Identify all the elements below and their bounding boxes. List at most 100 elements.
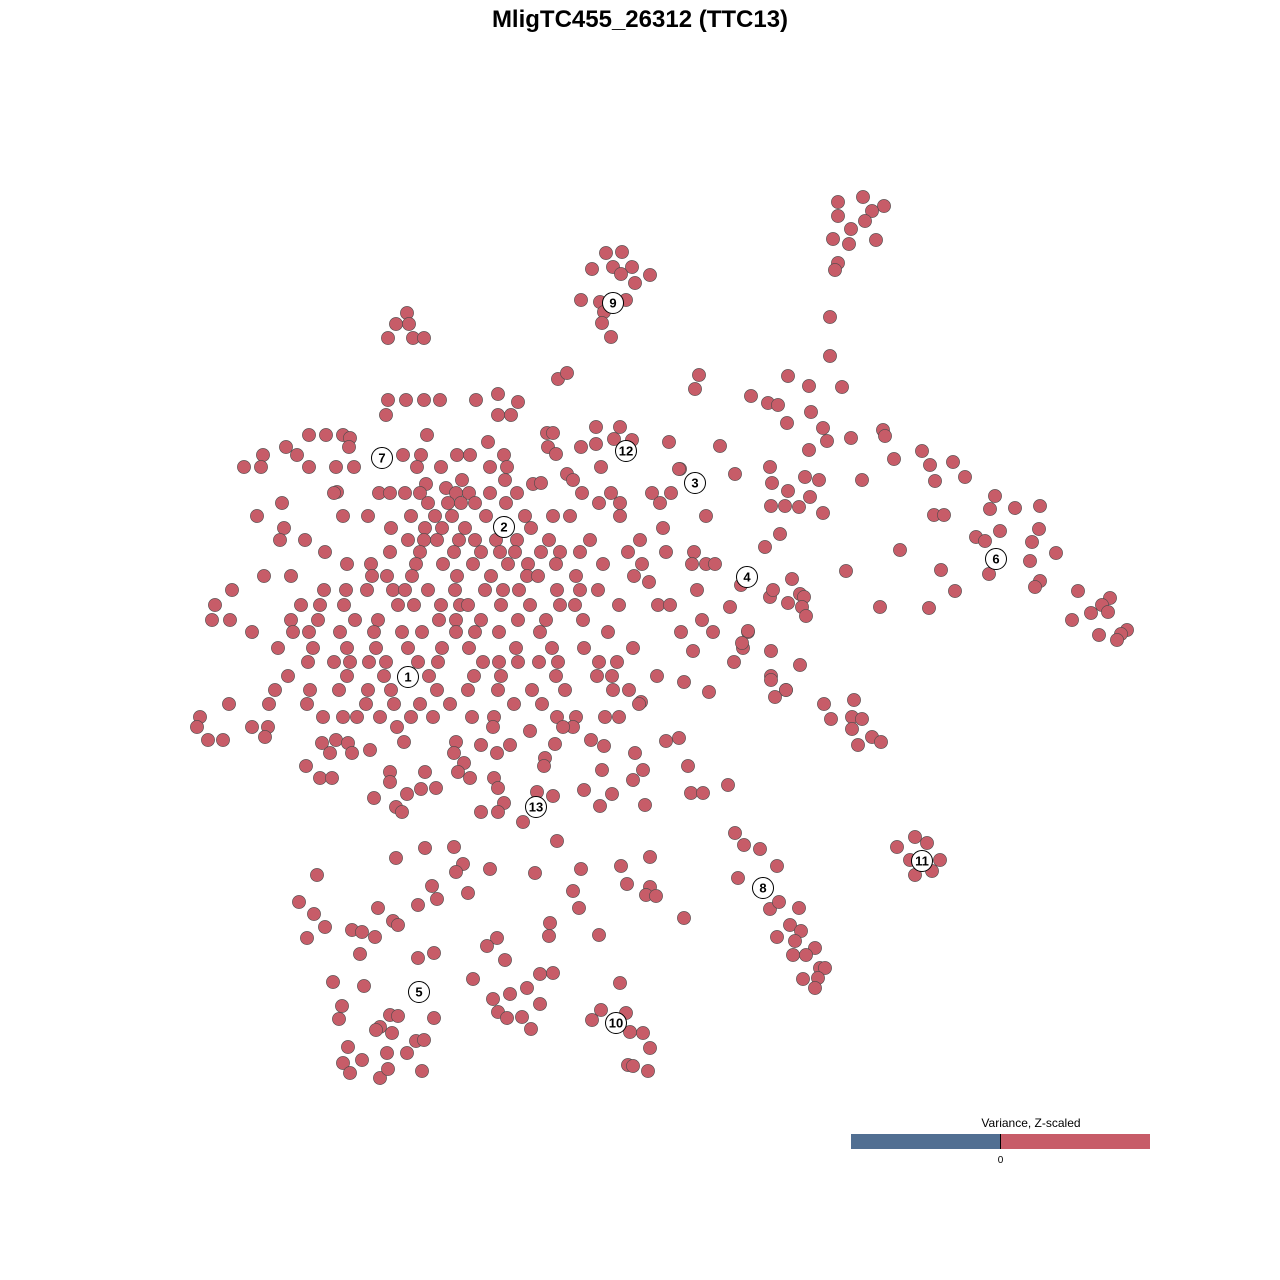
point	[275, 496, 289, 510]
point	[474, 545, 488, 559]
point	[421, 583, 435, 597]
point	[329, 733, 343, 747]
point	[534, 476, 548, 490]
cluster-label-text: 1	[404, 670, 411, 685]
cluster-label-text: 5	[415, 985, 422, 1000]
point	[585, 1013, 599, 1027]
point	[560, 366, 574, 380]
point	[741, 624, 755, 638]
point	[773, 527, 787, 541]
point	[491, 387, 505, 401]
point	[306, 641, 320, 655]
cluster-label: 8	[752, 877, 774, 899]
point	[928, 474, 942, 488]
point	[273, 533, 287, 547]
cluster-label-text: 3	[691, 476, 698, 491]
point	[399, 393, 413, 407]
point	[823, 310, 837, 324]
point	[494, 598, 508, 612]
point	[533, 997, 547, 1011]
point	[816, 506, 830, 520]
point	[690, 583, 704, 597]
point	[400, 787, 414, 801]
point	[839, 564, 853, 578]
point	[764, 644, 778, 658]
point	[391, 598, 405, 612]
point	[466, 557, 480, 571]
point	[688, 382, 702, 396]
point	[467, 669, 481, 683]
point	[613, 976, 627, 990]
point	[887, 452, 901, 466]
point	[447, 746, 461, 760]
point	[533, 625, 547, 639]
point	[368, 930, 382, 944]
point	[636, 763, 650, 777]
point	[695, 613, 709, 627]
point	[313, 771, 327, 785]
point	[781, 369, 795, 383]
point	[672, 731, 686, 745]
point	[589, 420, 603, 434]
point	[664, 486, 678, 500]
point	[856, 190, 870, 204]
point	[568, 598, 582, 612]
point	[765, 476, 779, 490]
point	[535, 697, 549, 711]
point	[353, 947, 367, 961]
point	[614, 859, 628, 873]
point	[728, 826, 742, 840]
point	[401, 533, 415, 547]
point	[591, 583, 605, 597]
point	[651, 598, 665, 612]
point	[753, 842, 767, 856]
point	[585, 262, 599, 276]
point	[458, 521, 472, 535]
point	[576, 613, 590, 627]
point	[494, 669, 508, 683]
point	[605, 787, 619, 801]
point	[432, 613, 446, 627]
point	[434, 598, 448, 612]
point	[542, 929, 556, 943]
point	[476, 655, 490, 669]
point	[592, 928, 606, 942]
point	[643, 850, 657, 864]
cluster-label-text: 2	[500, 520, 507, 535]
cluster-label-text: 4	[743, 570, 751, 585]
point	[1025, 535, 1039, 549]
point	[706, 625, 720, 639]
point	[486, 992, 500, 1006]
point	[681, 759, 695, 773]
point	[645, 486, 659, 500]
point	[1084, 606, 1098, 620]
point	[318, 920, 332, 934]
point	[294, 598, 308, 612]
point	[461, 886, 475, 900]
point	[764, 673, 778, 687]
point	[674, 625, 688, 639]
point	[503, 987, 517, 1001]
point	[696, 786, 710, 800]
point	[788, 934, 802, 948]
point	[653, 496, 667, 510]
point	[341, 1040, 355, 1054]
point	[377, 669, 391, 683]
point	[523, 598, 537, 612]
cluster-label: 11	[911, 850, 933, 872]
point	[510, 533, 524, 547]
point	[622, 683, 636, 697]
point	[772, 895, 786, 909]
point	[783, 918, 797, 932]
cluster-label-badge	[736, 566, 758, 588]
point	[491, 408, 505, 422]
point	[702, 685, 716, 699]
point	[659, 545, 673, 559]
point	[361, 509, 375, 523]
point	[546, 966, 560, 980]
point	[318, 545, 332, 559]
point	[415, 1064, 429, 1078]
point	[340, 641, 354, 655]
point	[828, 263, 842, 277]
point	[451, 765, 465, 779]
